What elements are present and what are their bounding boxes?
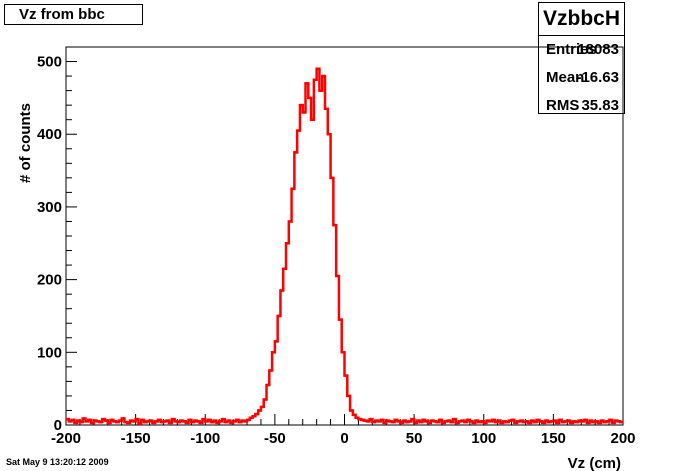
y-tick-label: 100 bbox=[37, 344, 62, 361]
stats-label-entries: Entries bbox=[546, 41, 597, 58]
y-tick-label: 300 bbox=[37, 199, 62, 216]
stats-box: VzbbcH Entries 18083 Mean -16.63 RMS 35.… bbox=[538, 2, 625, 114]
y-tick-label: 0 bbox=[54, 417, 62, 434]
stats-row-entries: Entries 18083 bbox=[539, 36, 624, 64]
stats-label-rms: RMS bbox=[546, 97, 580, 114]
stats-value-mean: -16.63 bbox=[576, 69, 619, 86]
stats-label-mean: Mean bbox=[546, 69, 585, 86]
stats-histogram-name: VzbbcH bbox=[539, 3, 624, 36]
x-tick-label: -50 bbox=[264, 430, 286, 447]
x-tick-label: 100 bbox=[471, 430, 496, 447]
x-axis-tick-labels: -200 -150 -100 -50 0 50 100 150 200 bbox=[51, 430, 636, 447]
x-tick-label: 50 bbox=[406, 430, 423, 447]
stats-value-entries: 18083 bbox=[577, 41, 619, 58]
stats-value-rms: 35.83 bbox=[581, 97, 619, 114]
histogram-outline bbox=[66, 67, 623, 425]
y-axis-ticks bbox=[66, 46, 77, 426]
x-tick-label: 150 bbox=[541, 430, 566, 447]
y-axis-tick-labels: 0 100 200 300 400 500 bbox=[37, 54, 62, 434]
x-tick-label: -100 bbox=[190, 430, 220, 447]
stats-row-rms: RMS 35.83 bbox=[539, 92, 624, 120]
stats-row-mean: Mean -16.63 bbox=[539, 64, 624, 92]
x-tick-label: 0 bbox=[340, 430, 348, 447]
y-tick-label: 500 bbox=[37, 54, 62, 71]
chart-title: Vz from bbc bbox=[4, 4, 143, 25]
y-tick-label: 200 bbox=[37, 272, 62, 289]
x-tick-label: -200 bbox=[51, 430, 81, 447]
x-tick-label: 200 bbox=[610, 430, 635, 447]
x-tick-label: -150 bbox=[121, 430, 151, 447]
y-axis-label: # of counts bbox=[17, 103, 34, 183]
y-tick-label: 400 bbox=[37, 126, 62, 143]
x-axis-label: Vz (cm) bbox=[568, 455, 621, 471]
timestamp: Sat May 9 13:20:12 2009 bbox=[6, 457, 109, 467]
